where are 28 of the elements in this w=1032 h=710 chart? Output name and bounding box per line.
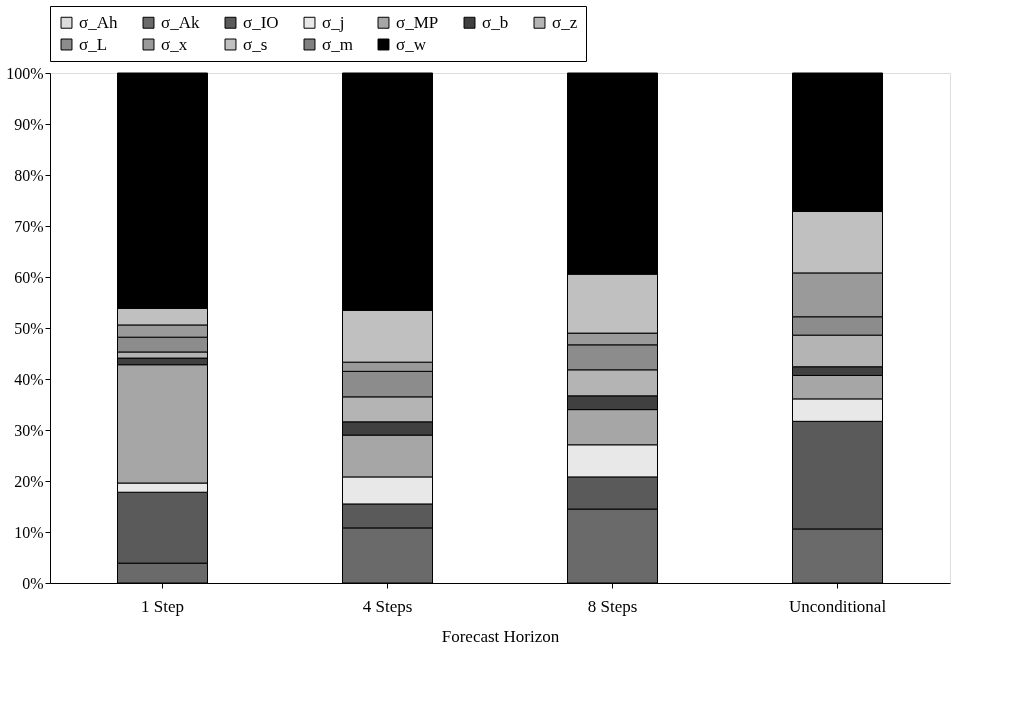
legend-label: σ_IO [243, 12, 279, 32]
legend-label: σ_Ak [161, 12, 200, 32]
y-tick-label: 80% [14, 166, 44, 184]
legend-label: σ_j [322, 12, 345, 32]
x-tick-label: 1 Step [141, 596, 184, 616]
x-tick-label: 4 Steps [362, 596, 413, 616]
legend-label: σ_s [243, 34, 268, 54]
y-tick-label: 10% [14, 523, 44, 541]
legend-label: σ_w [396, 34, 427, 54]
y-tick-label: 0% [22, 574, 44, 592]
legend-label: σ_b [482, 12, 509, 32]
x-tick-label: 8 Steps [587, 596, 638, 616]
y-tick-label: 70% [14, 217, 44, 235]
legend-label: σ_MP [396, 12, 439, 32]
legend-label: σ_z [552, 12, 578, 32]
y-tick-label: 90% [14, 115, 44, 133]
legend-label: σ_x [161, 34, 188, 54]
y-tick-label: 50% [14, 319, 44, 337]
y-tick-label: 30% [14, 421, 44, 439]
x-axis-title: Forecast Horizon [441, 626, 560, 646]
y-tick-label: 60% [14, 268, 44, 286]
legend-label: σ_m [322, 34, 353, 54]
legend-label: σ_L [79, 34, 108, 54]
legend-label: σ_Ah [79, 12, 118, 32]
y-tick-label: 100% [6, 64, 44, 82]
y-tick-label: 20% [14, 472, 44, 490]
x-tick-label: Unconditional [788, 596, 887, 616]
y-tick-label: 40% [14, 370, 44, 388]
